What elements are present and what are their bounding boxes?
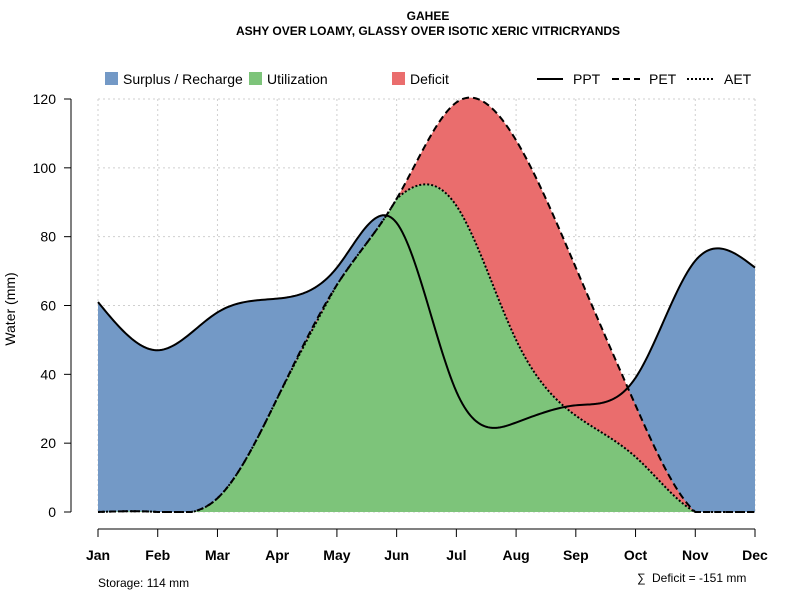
legend-swatch-utilization [249,72,262,85]
y-tick-label-4: 80 [40,229,56,245]
legend-label-utilization: Utilization [267,71,328,87]
x-tick-label-dec: Dec [742,547,768,563]
legend-label-deficit: Deficit [410,71,449,87]
y-tick-label-2: 40 [40,366,56,382]
y-tick-label-6: 120 [33,91,57,107]
x-tick-label-apr: Apr [265,547,290,563]
series-line-pet [97,96,755,513]
sigma-symbol: ∑ [637,571,646,585]
legend-swatch-surplus [105,72,118,85]
legend-label-ppt: PPT [573,71,601,87]
x-tick-label-sep: Sep [563,547,589,563]
y-tick-label-5: 100 [33,160,57,176]
x-tick-label-jun: Jun [384,547,409,563]
y-tick-label-0: 0 [48,504,56,520]
y-tick-label-3: 60 [40,298,56,314]
series-line-ppt [97,214,756,429]
plot-area: 0 20 40 60 80 100 120 Jan Feb Mar Apr May Jun Jul Aug S… [33,91,768,563]
legend-swatch-deficit [392,72,405,85]
storage-label: Storage: 114 mm [98,576,189,590]
x-tick-label-nov: Nov [682,547,709,563]
y-tick-label-1: 20 [40,435,56,451]
x-tick-label-aug: Aug [502,547,529,563]
x-tick-label-oct: Oct [624,547,648,563]
legend-label-pet: PET [649,71,677,87]
x-tick-label-mar: Mar [205,547,230,563]
chart-subtitle: ASHY OVER LOAMY, GLASSY OVER ISOTIC XERI… [236,24,620,38]
area-deficit [98,97,755,512]
x-tick-label-jul: Jul [446,547,466,563]
x-tick-label-jan: Jan [86,547,110,563]
series-line-aet [97,183,755,513]
legend-label-surplus: Surplus / Recharge [123,71,243,87]
y-axis-label: Water (mm) [2,272,18,345]
deficit-label: Deficit = -151 mm [652,571,746,585]
legend-label-aet: AET [724,71,752,87]
x-tick-label-feb: Feb [145,547,170,563]
chart-title: GAHEE [407,9,450,23]
x-tick-label-may: May [323,547,350,563]
legend: Surplus / Recharge Utilization Deficit P… [105,71,752,87]
